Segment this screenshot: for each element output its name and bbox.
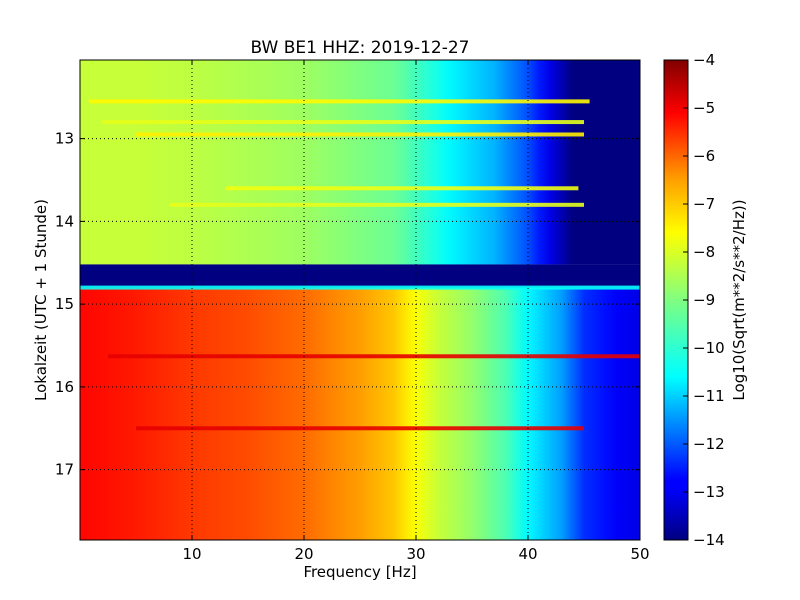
plot-frame xyxy=(79,59,641,541)
colorbar-tick-label: −9 xyxy=(693,291,715,309)
heatmap-band xyxy=(108,354,640,359)
y-tick-label: 17 xyxy=(55,461,74,479)
y-tick-label: 16 xyxy=(55,378,74,396)
heatmap-band xyxy=(88,99,590,104)
colorbar-ticks: −4 −5 −6 −7 −8 −9 −10 −11 −12 −13 −14 xyxy=(683,51,725,549)
colorbar-tick-label: −14 xyxy=(693,531,725,549)
colorbar-tick-label: −12 xyxy=(693,435,725,453)
colorbar-label: Log10(Sqrt(m**2/s**2/Hz)) xyxy=(730,199,748,400)
y-tick-label: 14 xyxy=(55,212,74,230)
heatmap-segment xyxy=(80,60,640,265)
heatmap-segment xyxy=(80,264,640,288)
heatmap-band xyxy=(136,426,584,431)
x-axis-ticks: 10 20 30 40 50 xyxy=(182,60,650,563)
colorbar-tick-label: −8 xyxy=(693,243,715,261)
heatmap-band xyxy=(80,285,640,290)
colorbar-tick-label: −6 xyxy=(693,147,715,165)
heatmap-band xyxy=(102,120,585,125)
spectrogram-heatmap xyxy=(80,60,640,540)
x-tick-label: 40 xyxy=(518,545,537,563)
heatmap-band xyxy=(136,132,584,137)
heatmap-band xyxy=(169,202,584,207)
y-tick-label: 13 xyxy=(55,130,74,148)
chart-title: BW BE1 HHZ: 2019-12-27 xyxy=(250,38,469,58)
y-axis-label: Lokalzeit (UTC + 1 Stunde) xyxy=(32,199,50,401)
x-tick-label: 50 xyxy=(630,545,649,563)
y-axis-ticks: 13 14 15 16 17 xyxy=(55,130,640,479)
y-tick-label: 15 xyxy=(55,295,74,313)
heatmap-band xyxy=(225,186,579,191)
colorbar-tick-label: −13 xyxy=(693,483,725,501)
x-tick-label: 30 xyxy=(406,545,425,563)
x-tick-label: 10 xyxy=(182,545,201,563)
colorbar-tick-label: −4 xyxy=(693,51,715,69)
colorbar-tick-label: −5 xyxy=(693,99,715,117)
x-axis-label: Frequency [Hz] xyxy=(303,563,416,581)
colorbar-tick-label: −11 xyxy=(693,387,725,405)
x-tick-label: 20 xyxy=(294,545,313,563)
heatmap-segment xyxy=(80,287,640,540)
colorbar-tick-label: −10 xyxy=(693,339,725,357)
colorbar-tick-label: −7 xyxy=(693,195,715,213)
